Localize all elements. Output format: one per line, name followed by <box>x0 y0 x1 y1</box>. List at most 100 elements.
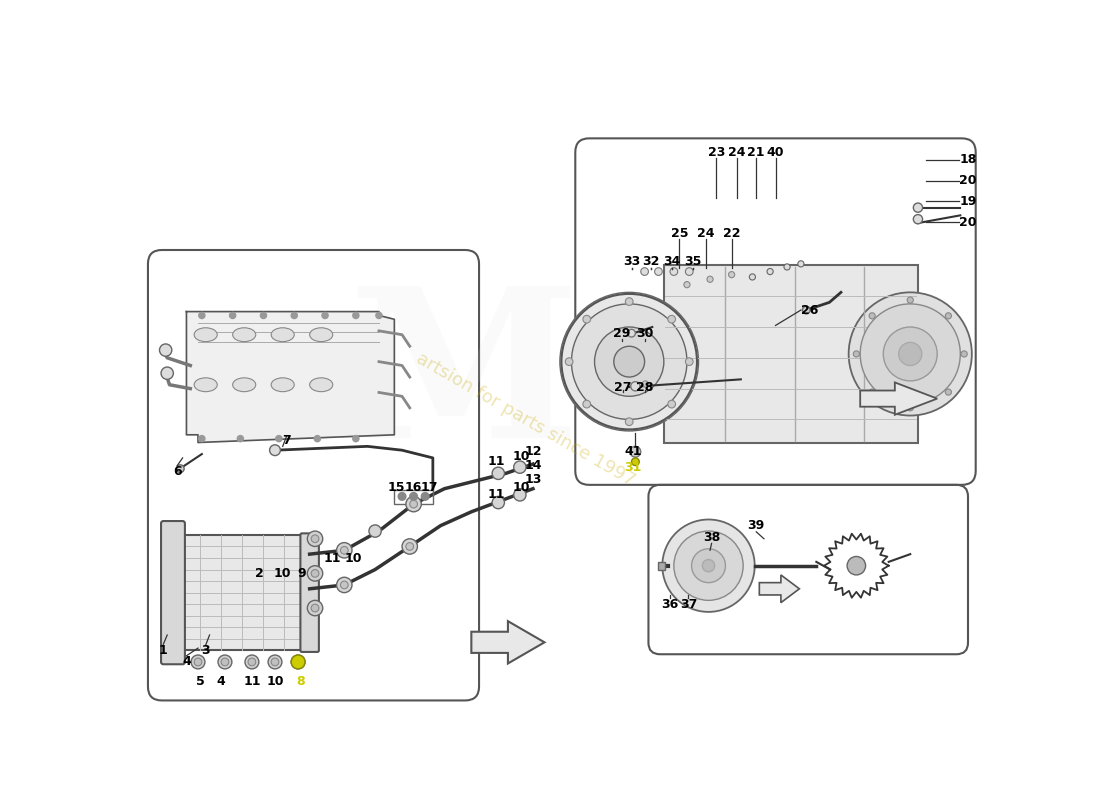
Text: 27: 27 <box>614 381 631 394</box>
Text: 4: 4 <box>217 674 226 688</box>
Polygon shape <box>759 575 800 602</box>
Ellipse shape <box>310 378 333 392</box>
Text: 10: 10 <box>266 674 284 688</box>
Circle shape <box>409 493 418 500</box>
Text: 8: 8 <box>296 674 305 688</box>
Circle shape <box>703 559 715 572</box>
Circle shape <box>707 276 713 282</box>
Text: 19: 19 <box>959 195 977 208</box>
Circle shape <box>195 658 202 666</box>
Text: 4: 4 <box>183 655 190 669</box>
Ellipse shape <box>310 328 333 342</box>
Text: 6: 6 <box>173 466 182 478</box>
Circle shape <box>353 312 359 318</box>
Polygon shape <box>664 266 917 442</box>
Circle shape <box>572 304 686 419</box>
Text: 20: 20 <box>959 216 977 229</box>
Circle shape <box>654 268 662 275</box>
Text: 17: 17 <box>420 481 438 494</box>
Circle shape <box>908 297 913 303</box>
Circle shape <box>307 531 322 546</box>
Ellipse shape <box>194 328 218 342</box>
Circle shape <box>913 214 923 224</box>
Circle shape <box>668 400 675 408</box>
Bar <box>178 535 306 650</box>
Circle shape <box>961 351 967 357</box>
Text: 9: 9 <box>298 567 306 580</box>
Text: 15: 15 <box>388 481 406 494</box>
Text: 28: 28 <box>636 381 653 394</box>
Circle shape <box>337 542 352 558</box>
Text: 18: 18 <box>959 154 977 166</box>
Circle shape <box>406 542 414 550</box>
Circle shape <box>899 342 922 366</box>
Circle shape <box>230 312 235 318</box>
Circle shape <box>341 581 349 589</box>
Circle shape <box>176 465 184 473</box>
Circle shape <box>403 538 418 554</box>
Circle shape <box>908 405 913 411</box>
Circle shape <box>684 282 690 288</box>
Text: 32: 32 <box>642 255 659 268</box>
Text: artsion for parts since 1997: artsion for parts since 1997 <box>412 350 638 490</box>
Circle shape <box>685 268 693 275</box>
Text: 7: 7 <box>283 434 290 447</box>
Text: 10: 10 <box>344 551 362 565</box>
Circle shape <box>245 655 258 669</box>
Text: 33: 33 <box>623 255 640 268</box>
Text: 11: 11 <box>488 455 506 468</box>
Text: 38: 38 <box>703 530 720 544</box>
Circle shape <box>199 435 205 442</box>
Circle shape <box>492 496 505 509</box>
Ellipse shape <box>232 378 255 392</box>
Circle shape <box>514 489 526 501</box>
Circle shape <box>337 578 352 593</box>
Text: 14: 14 <box>525 459 541 472</box>
Circle shape <box>854 351 859 357</box>
Text: 16: 16 <box>405 481 422 494</box>
Text: 11: 11 <box>324 551 341 565</box>
Text: 3: 3 <box>201 644 210 657</box>
Circle shape <box>191 655 205 669</box>
Circle shape <box>630 446 640 457</box>
Circle shape <box>803 306 810 314</box>
Text: 20: 20 <box>959 174 977 187</box>
Ellipse shape <box>272 378 295 392</box>
Text: 10: 10 <box>513 481 530 494</box>
Text: 40: 40 <box>767 146 784 158</box>
Circle shape <box>640 268 649 275</box>
Text: 10: 10 <box>274 567 292 580</box>
Text: 1: 1 <box>160 644 167 657</box>
Text: 31: 31 <box>625 462 641 474</box>
Circle shape <box>271 658 279 666</box>
Text: 5: 5 <box>196 674 205 688</box>
Circle shape <box>322 312 328 318</box>
Circle shape <box>311 570 319 578</box>
Circle shape <box>883 327 937 381</box>
Text: 39: 39 <box>748 519 764 532</box>
Text: 24: 24 <box>728 146 746 158</box>
Text: 37: 37 <box>680 598 697 610</box>
Circle shape <box>307 600 322 616</box>
Circle shape <box>728 271 735 278</box>
Text: 29: 29 <box>613 326 630 340</box>
Circle shape <box>353 435 359 442</box>
Text: 36: 36 <box>661 598 679 610</box>
Text: 22: 22 <box>723 226 740 239</box>
Circle shape <box>409 500 418 508</box>
Circle shape <box>295 658 301 666</box>
Circle shape <box>692 549 726 582</box>
Circle shape <box>945 313 952 319</box>
Circle shape <box>565 358 573 366</box>
Ellipse shape <box>232 328 255 342</box>
Circle shape <box>199 312 205 318</box>
Ellipse shape <box>272 328 295 342</box>
Circle shape <box>341 546 349 554</box>
Text: 35: 35 <box>684 255 702 268</box>
Circle shape <box>614 346 645 377</box>
Circle shape <box>292 655 305 669</box>
Circle shape <box>749 274 756 280</box>
Circle shape <box>270 445 280 455</box>
Circle shape <box>249 658 255 666</box>
Polygon shape <box>472 621 544 663</box>
